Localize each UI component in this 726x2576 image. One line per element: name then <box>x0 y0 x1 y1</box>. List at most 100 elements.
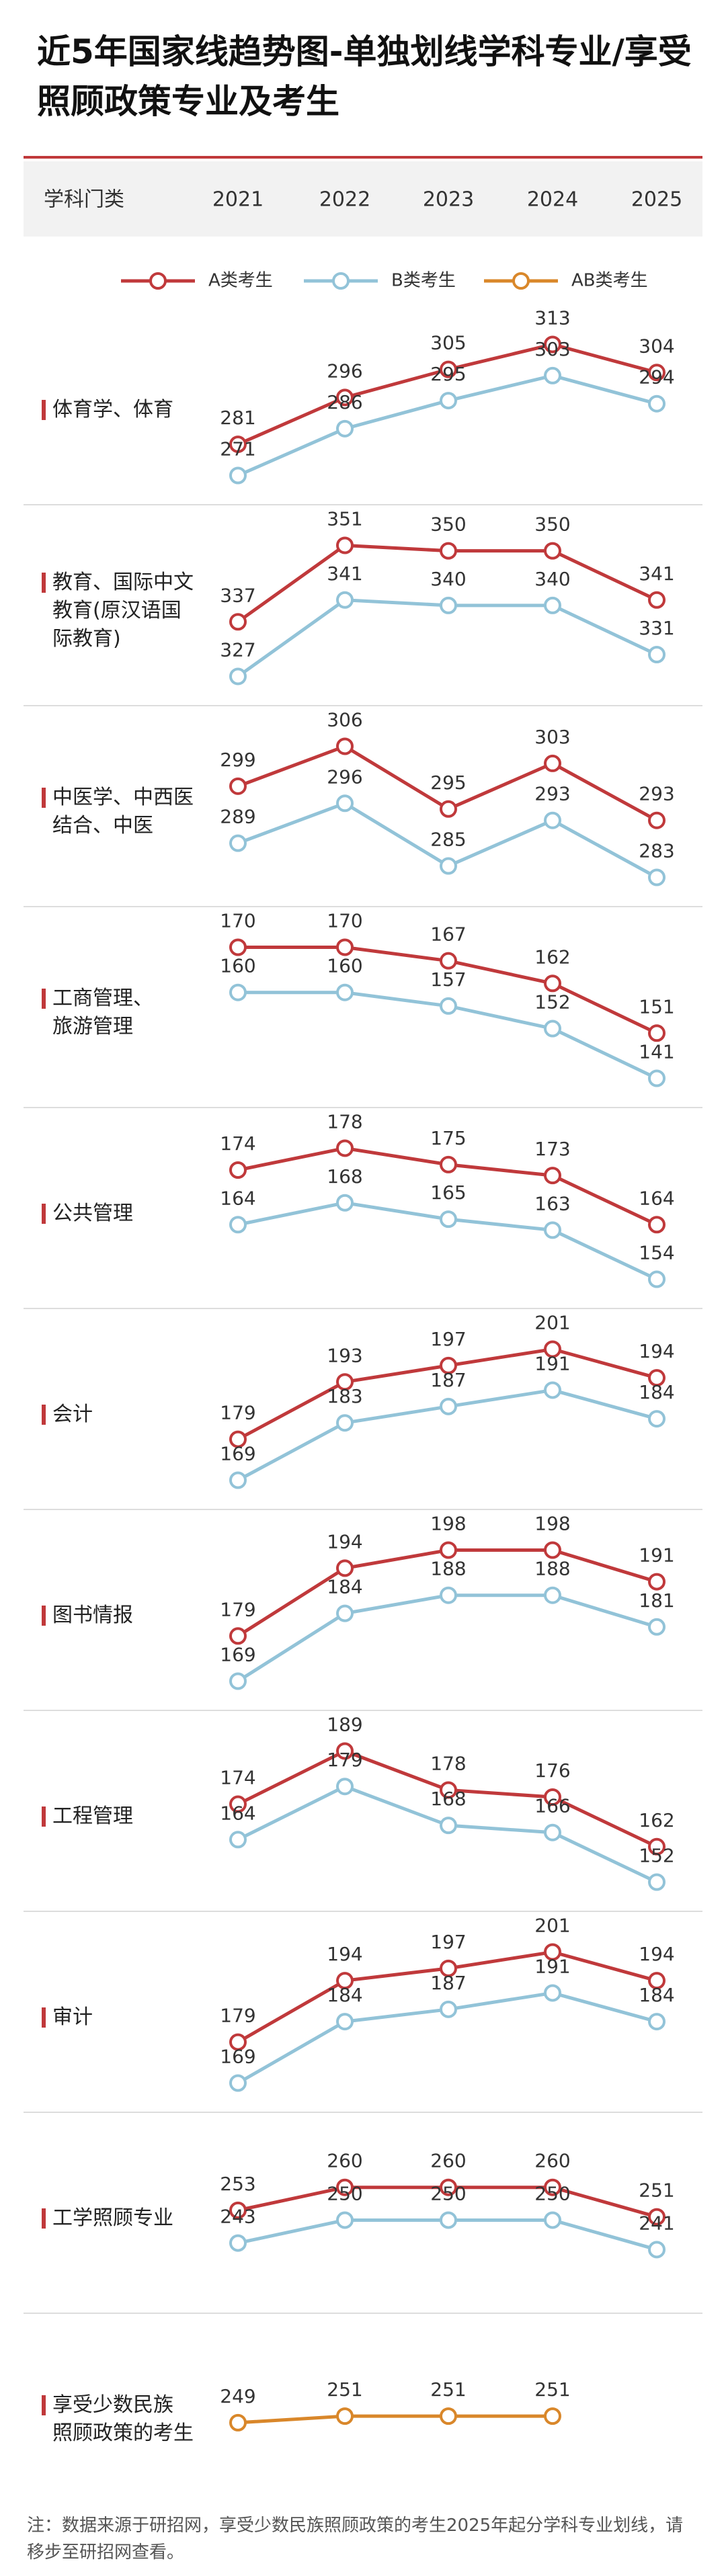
data-point <box>648 2208 666 2226</box>
data-label: 281 <box>220 407 255 429</box>
data-point <box>648 1873 666 1891</box>
data-point <box>229 667 247 685</box>
data-label: 174 <box>220 1767 255 1789</box>
data-point <box>544 1586 561 1604</box>
data-point <box>440 857 457 875</box>
header-row <box>24 161 702 237</box>
data-label: 303 <box>534 338 570 360</box>
data-label: 201 <box>534 1312 570 1334</box>
data-label: 166 <box>534 1795 570 1817</box>
panel-label: 中医学、中西医 结合、中医 <box>42 784 194 840</box>
data-point <box>648 1270 666 1288</box>
data-label: 198 <box>430 1513 466 1535</box>
data-label: 283 <box>639 840 674 862</box>
data-label: 243 <box>220 2206 255 2228</box>
data-label: 296 <box>327 360 362 382</box>
data-point <box>336 2211 354 2229</box>
data-label: 168 <box>430 1788 466 1810</box>
data-point <box>229 435 247 454</box>
data-label: 179 <box>327 1749 362 1771</box>
data-label: 179 <box>220 1402 255 1424</box>
data-label: 163 <box>534 1192 570 1214</box>
panel-label: 审计 <box>42 2003 93 2032</box>
data-point <box>440 1781 457 1799</box>
data-label: 174 <box>220 1132 255 1155</box>
data-label: 327 <box>220 639 255 661</box>
data-point <box>648 1069 666 1087</box>
data-point <box>336 1559 354 1577</box>
data-point <box>336 1972 354 1990</box>
data-point <box>544 366 561 384</box>
data-label: 184 <box>327 1984 362 2006</box>
data-point <box>229 1627 247 1645</box>
series-line <box>237 1593 657 1683</box>
data-label: 188 <box>430 1558 466 1580</box>
data-point <box>648 1369 666 1387</box>
panel-label: 会计 <box>42 1401 93 1429</box>
data-label: 251 <box>327 2378 362 2401</box>
data-point <box>440 2407 457 2425</box>
data-label: 168 <box>327 1165 362 1188</box>
legend-label: A类考生 <box>208 271 273 291</box>
data-point <box>440 360 457 378</box>
data-label: 340 <box>430 568 466 590</box>
data-point <box>440 952 457 970</box>
data-label: 194 <box>639 1340 674 1362</box>
data-label: 184 <box>327 1576 362 1598</box>
data-point <box>229 2201 247 2219</box>
data-label: 179 <box>220 2005 255 2027</box>
data-point <box>544 754 561 772</box>
data-label: 164 <box>220 1187 255 1209</box>
data-point <box>440 1959 457 1977</box>
data-point <box>648 1618 666 1636</box>
data-point <box>336 737 354 755</box>
title-rule <box>24 156 702 159</box>
data-point <box>229 1831 247 1849</box>
data-label: 286 <box>327 391 362 413</box>
data-point <box>229 938 247 956</box>
data-point <box>336 536 354 554</box>
data-point <box>440 1155 457 1173</box>
data-label: 350 <box>534 513 570 536</box>
data-point <box>648 2241 666 2259</box>
data-label: 304 <box>639 335 674 357</box>
data-point <box>336 1414 354 1432</box>
data-point <box>544 1340 561 1358</box>
data-label: 175 <box>430 1127 466 1149</box>
legend-marker <box>332 272 350 290</box>
data-point <box>336 1373 354 1391</box>
data-point <box>440 542 457 560</box>
data-label: 178 <box>327 1111 362 1133</box>
data-point <box>544 335 561 354</box>
data-label: 249 <box>220 2385 255 2407</box>
data-point <box>336 1778 354 1796</box>
data-label: 160 <box>220 955 255 977</box>
data-label: 341 <box>327 563 362 585</box>
data-label: 152 <box>534 991 570 1013</box>
data-point <box>336 983 354 1001</box>
series-line <box>237 374 657 477</box>
data-label: 313 <box>534 307 570 329</box>
data-label: 187 <box>430 1369 466 1391</box>
data-label: 164 <box>639 1187 674 1209</box>
data-point <box>544 2407 561 2425</box>
data-point <box>440 1541 457 1559</box>
data-label: 162 <box>639 1809 674 1831</box>
data-label: 184 <box>639 1381 674 1403</box>
data-point <box>544 811 561 829</box>
data-label: 194 <box>327 1530 362 1552</box>
data-point <box>440 1817 457 1835</box>
data-point <box>648 646 666 663</box>
data-label: 194 <box>639 1943 674 1965</box>
data-label: 160 <box>327 955 362 977</box>
data-point <box>440 2000 457 2018</box>
data-label: 169 <box>220 2046 255 2068</box>
legend-label: AB类考生 <box>571 271 648 291</box>
data-point <box>336 794 354 813</box>
data-point <box>440 1210 457 1229</box>
data-label: 191 <box>534 1955 570 1977</box>
data-point <box>440 2178 457 2196</box>
data-point <box>229 1430 247 1448</box>
data-label: 260 <box>430 2150 466 2172</box>
